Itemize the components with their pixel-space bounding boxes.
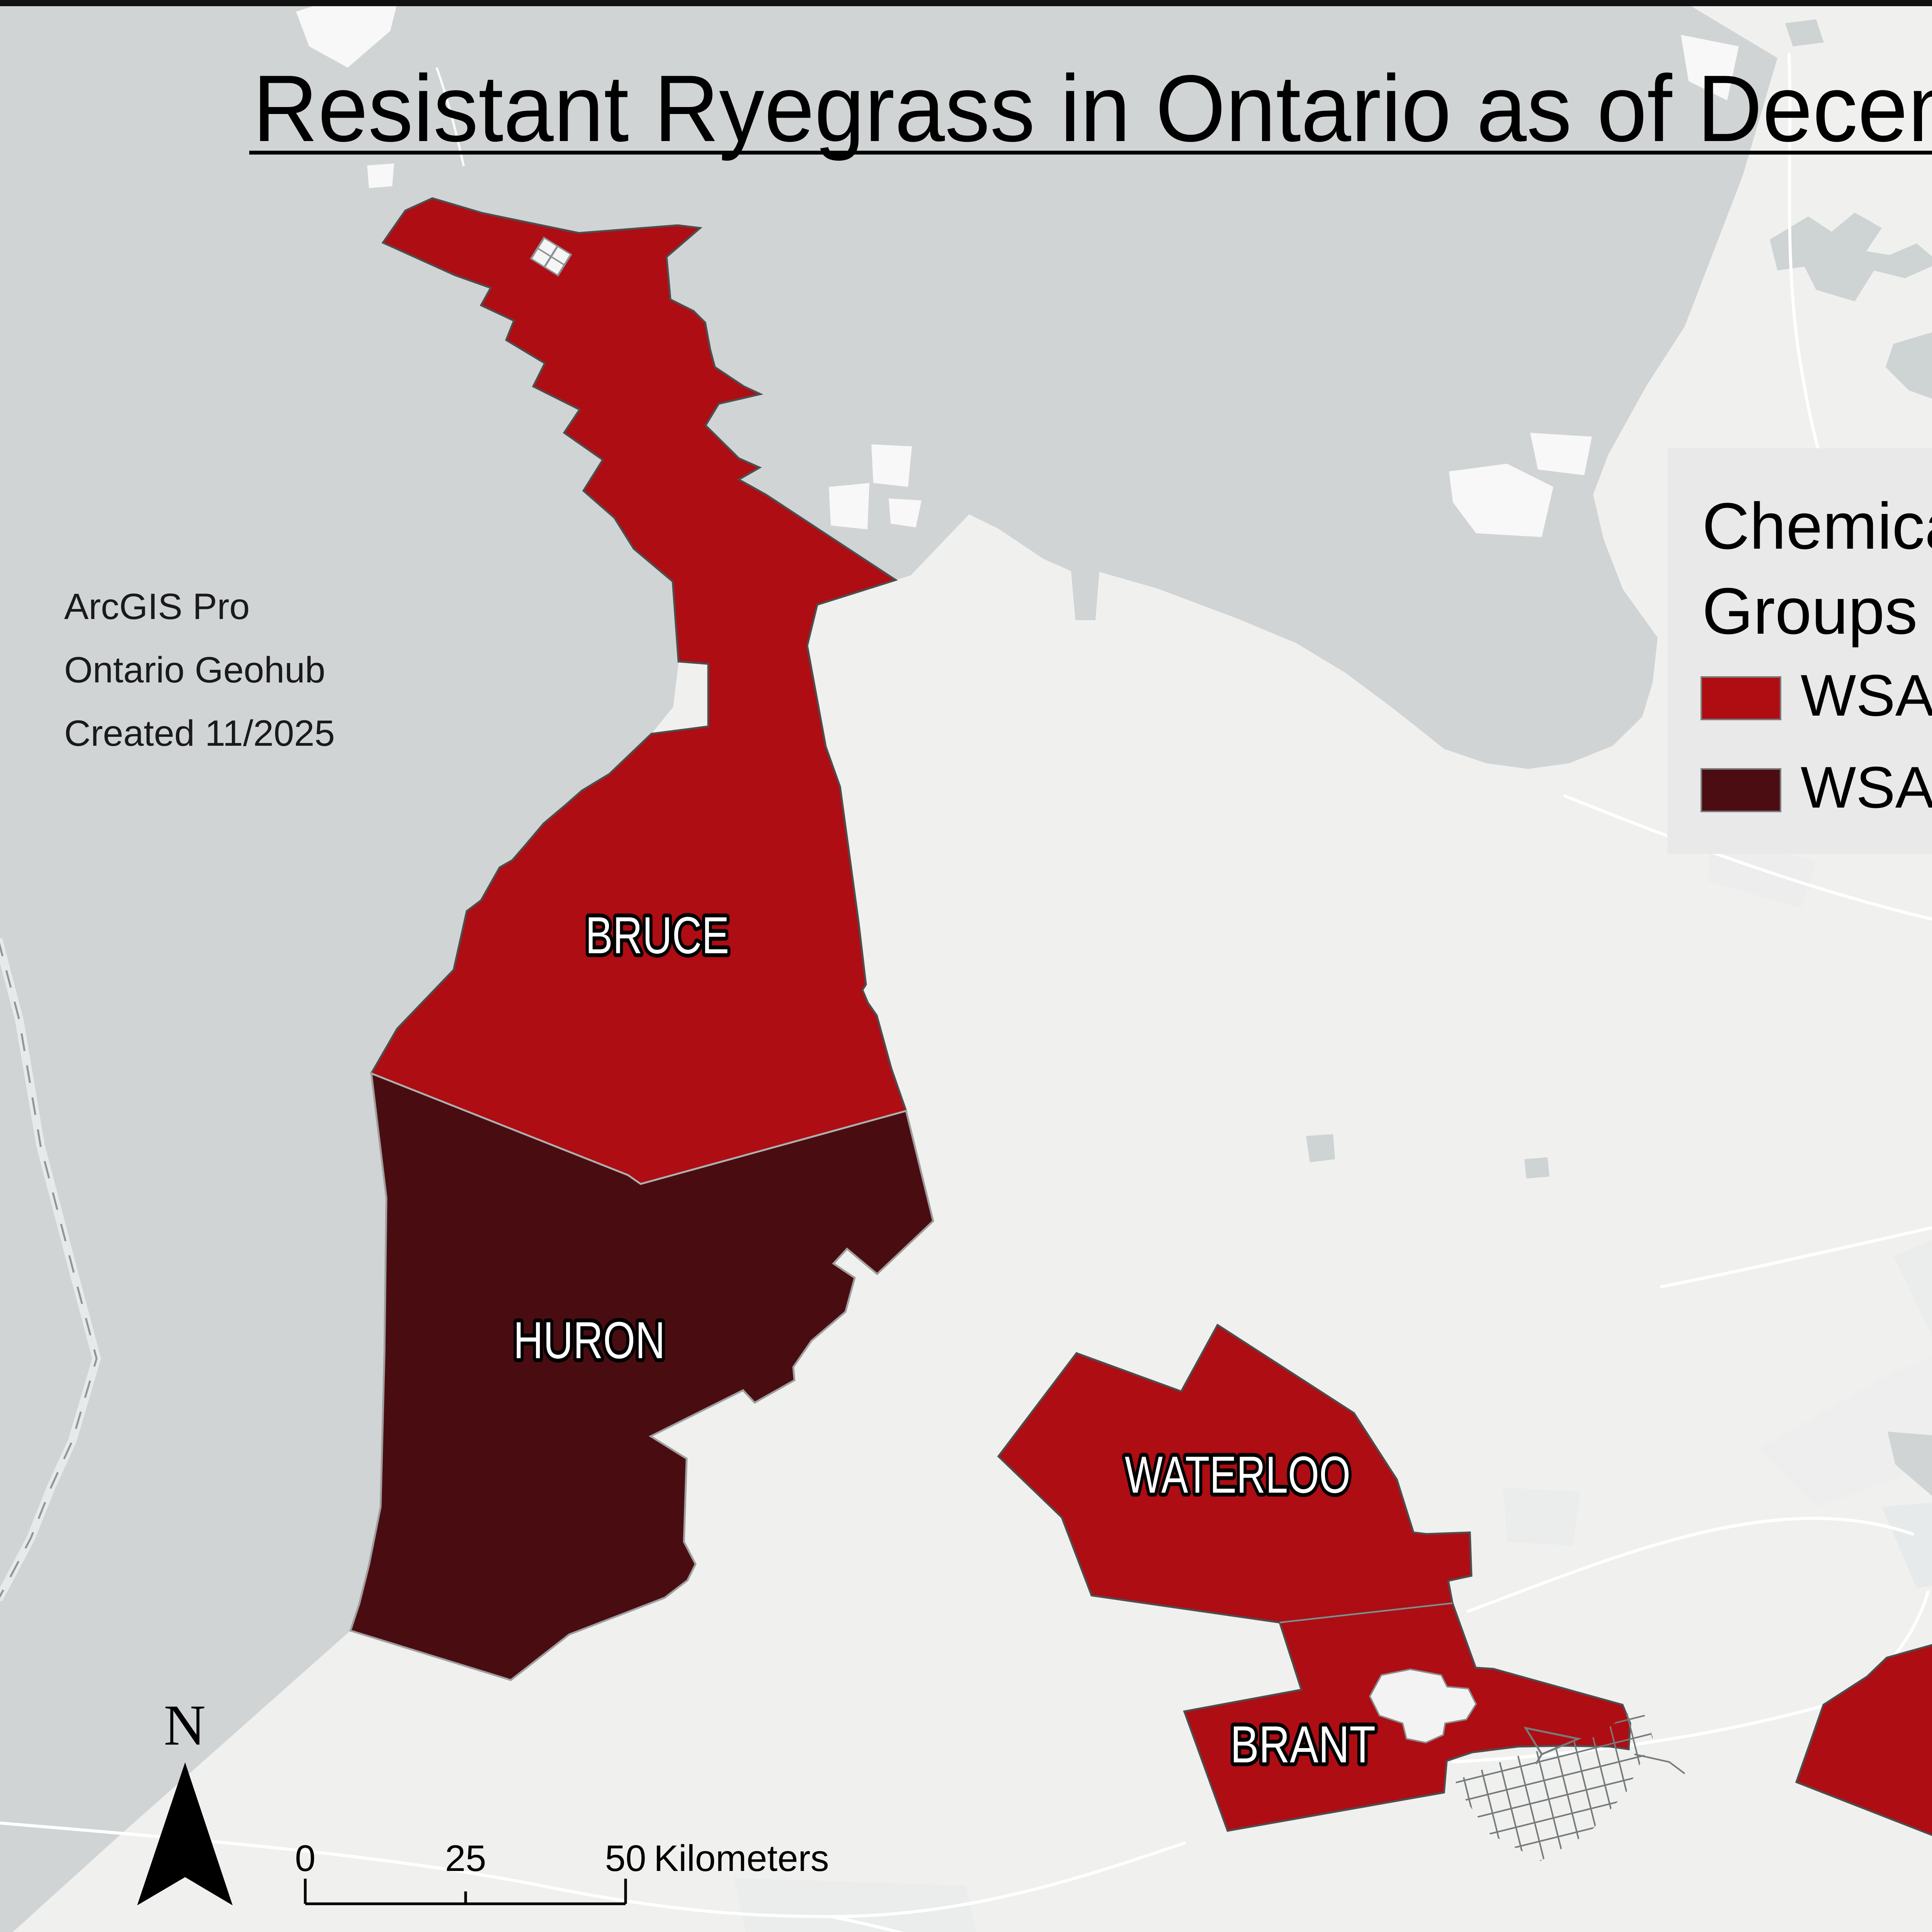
- svg-text:WATERLOO: WATERLOO: [1125, 1446, 1350, 1504]
- svg-text:Resistant Ryegrass in Ontario: Resistant Ryegrass in Ontario as of Dece…: [253, 55, 1932, 161]
- svg-text:Chemical: Chemical: [1702, 490, 1932, 563]
- svg-text:BRUCE: BRUCE: [585, 906, 729, 964]
- svg-text:Ontario Geohub: Ontario Geohub: [64, 650, 325, 690]
- svg-text:ArcGIS Pro: ArcGIS Pro: [64, 586, 250, 627]
- svg-text:Kilometers: Kilometers: [654, 1838, 829, 1879]
- svg-text:Created 11/2025: Created 11/2025: [64, 713, 335, 754]
- svg-text:HURON: HURON: [514, 1311, 665, 1369]
- svg-text:N: N: [164, 1693, 206, 1757]
- svg-text:WSAA 1,9: WSAA 1,9: [1801, 755, 1932, 820]
- svg-text:Groups: Groups: [1702, 575, 1917, 648]
- svg-text:25: 25: [445, 1838, 486, 1879]
- svg-text:0: 0: [295, 1838, 315, 1879]
- svg-text:WSAA 9: WSAA 9: [1801, 663, 1932, 728]
- svg-text:50: 50: [605, 1838, 646, 1879]
- svg-text:BRANT: BRANT: [1230, 1715, 1376, 1774]
